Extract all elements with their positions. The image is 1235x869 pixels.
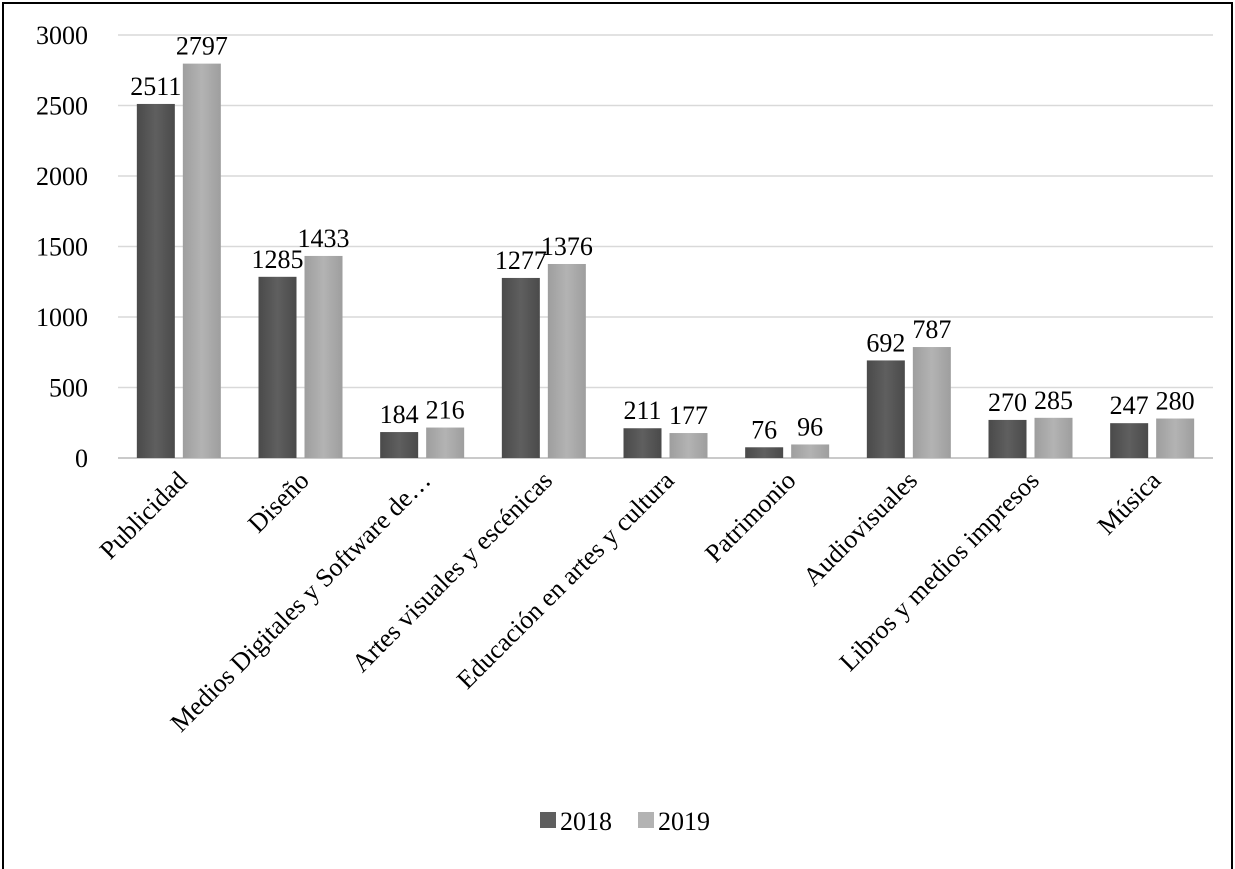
bar-2019 <box>1034 417 1073 458</box>
bar-2018 <box>380 432 419 458</box>
bar-2019 <box>1156 418 1195 458</box>
y-tick-label: 2000 <box>36 162 88 191</box>
data-label-2019: 96 <box>797 412 823 441</box>
category-label: Educación en artes y cultura <box>451 465 680 694</box>
category-label: Diseño <box>242 466 315 539</box>
category-label: Patrimonio <box>699 466 801 568</box>
legend-label-2019: 2019 <box>658 807 710 836</box>
data-label-2019: 1376 <box>541 232 593 261</box>
data-label-2018: 1277 <box>495 246 547 275</box>
bar-2019 <box>912 347 951 458</box>
data-label-2018: 2511 <box>130 72 181 101</box>
data-label-2018: 211 <box>623 396 661 425</box>
category-label: Medios Digitales y Software de… <box>165 466 437 738</box>
bar-2019 <box>304 255 343 458</box>
data-label-2018: 247 <box>1110 391 1149 420</box>
y-tick-label: 1500 <box>36 233 88 262</box>
bar-2019 <box>791 444 830 458</box>
bar-2019 <box>547 263 586 458</box>
category-label: Libros y medios impresos <box>834 466 1045 677</box>
bar-2018 <box>623 428 662 458</box>
y-tick-label: 3000 <box>36 21 88 50</box>
y-tick-label: 0 <box>75 444 88 473</box>
y-tick-label: 500 <box>49 374 88 403</box>
bar-2018 <box>136 103 175 458</box>
data-label-2018: 692 <box>866 328 905 357</box>
bar-2019 <box>669 433 708 458</box>
data-label-2018: 184 <box>380 400 419 429</box>
bar-2019 <box>426 427 465 458</box>
data-label-2019: 177 <box>669 401 708 430</box>
bar-2018 <box>988 419 1027 458</box>
bar-2018 <box>866 360 905 458</box>
legend-swatch-2019 <box>638 812 654 828</box>
legend-label-2018: 2018 <box>560 807 612 836</box>
data-label-2019: 280 <box>1156 387 1195 416</box>
data-label-2019: 787 <box>912 315 951 344</box>
legend-swatch-2018 <box>540 812 556 828</box>
bar-2018 <box>258 276 297 458</box>
data-label-2019: 285 <box>1034 386 1073 415</box>
data-label-2019: 2797 <box>176 32 228 61</box>
category-label: Audiovisuales <box>797 466 923 592</box>
category-label: Música <box>1092 465 1167 540</box>
y-tick-label: 1000 <box>36 303 88 332</box>
bar-2019 <box>182 63 221 459</box>
data-label-2018: 1285 <box>252 245 304 274</box>
bar-2018 <box>1110 423 1149 458</box>
data-label-2019: 216 <box>426 396 465 425</box>
category-label: Artes visuales y escénicas <box>346 466 558 678</box>
category-label: Publicidad <box>94 466 193 565</box>
bar-2018 <box>501 277 540 458</box>
bar-2018 <box>745 447 784 458</box>
y-tick-label: 2500 <box>36 92 88 121</box>
data-label-2019: 1433 <box>298 224 350 253</box>
data-label-2018: 270 <box>988 388 1027 417</box>
data-label-2018: 76 <box>751 415 777 444</box>
